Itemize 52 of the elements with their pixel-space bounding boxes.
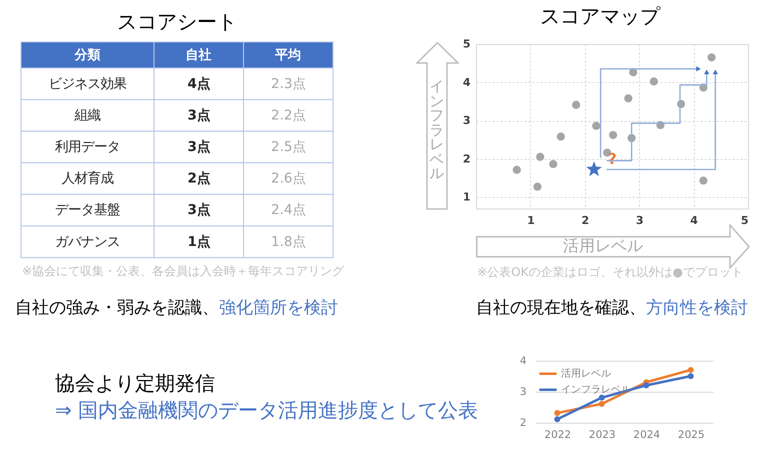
category-label: 人材育成 [62, 170, 114, 187]
y-tick-label: 4 [520, 355, 527, 368]
y-tick-label: 3 [520, 386, 527, 398]
text: ※協会にて収集・公表、各会員は入会時＋毎年スコアリング [22, 264, 344, 279]
data-label: 2点 [188, 170, 210, 187]
text: 方向性を検討 [646, 298, 748, 318]
y-tick-label: 5 [462, 38, 470, 50]
x-tick-label: 2023 [588, 428, 616, 441]
data-label: 3点 [188, 107, 210, 124]
text: スコアシート [117, 10, 237, 34]
data-label: 2.6点 [271, 170, 306, 187]
data-label: 3点 [188, 138, 210, 155]
x-axis-title: 活用レベル [563, 236, 643, 255]
y-tick-label: 1 [462, 190, 470, 204]
category-label: 組織 [74, 107, 100, 124]
category-label: ビジネス効果 [48, 76, 126, 92]
x-tick-label: 2022 [544, 428, 572, 441]
x-tick-label: 2025 [678, 428, 705, 441]
x-tick-label: 4 [690, 214, 698, 227]
text: 分類 [74, 48, 100, 63]
text: 自社の現在地を確認、 [476, 298, 646, 318]
data-label: 2.3点 [271, 76, 306, 92]
text: 協会より定期発信 [55, 371, 215, 395]
series-label: 平均 [274, 48, 302, 63]
data-label: 3点 [188, 202, 210, 218]
y-axis-title: インフラレベル [429, 79, 445, 182]
text: 強化箇所を検討 [219, 298, 338, 318]
x-tick-label: 3 [636, 214, 644, 227]
category-label: データ基盤 [55, 202, 120, 218]
legend-label: 活用レベル [561, 368, 611, 380]
data-label: 1点 [188, 234, 210, 250]
category-label: ガバナンス [55, 234, 120, 250]
category-label: 利用データ [55, 138, 120, 155]
series-label: 自社 [186, 47, 212, 63]
data-label: 4点 [188, 76, 210, 92]
y-tick-label: 4 [462, 76, 471, 89]
legend-label: インフラレベル [561, 384, 631, 396]
annotation: ? [608, 150, 617, 168]
data-label: 2.4点 [271, 202, 306, 218]
data-label: 2.2点 [271, 107, 306, 124]
x-tick-label: 2 [581, 214, 590, 227]
data-label: 1.8点 [271, 234, 306, 250]
chart-title: スコアマップ [540, 4, 661, 28]
text: ⇒ 国内金融機関のデータ活用進捗度として公表 [55, 398, 478, 422]
y-tick-label: 2 [520, 416, 527, 429]
text: ※公表OKの企業はロゴ、それ以外は●でプロット [477, 265, 743, 279]
x-tick-label: 2024 [633, 428, 660, 441]
data-label: 2.5点 [271, 138, 306, 155]
x-tick-label: 5 [740, 214, 748, 227]
y-tick-label: 3 [462, 114, 470, 128]
text: 自社の強み・弱みを認識、 [15, 298, 219, 318]
y-tick-label: 2 [462, 152, 470, 166]
